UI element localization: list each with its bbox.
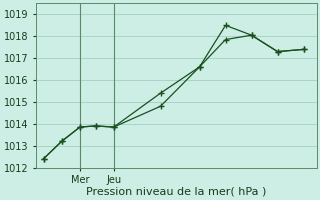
X-axis label: Pression niveau de la mer( hPa ): Pression niveau de la mer( hPa ) — [86, 187, 266, 197]
